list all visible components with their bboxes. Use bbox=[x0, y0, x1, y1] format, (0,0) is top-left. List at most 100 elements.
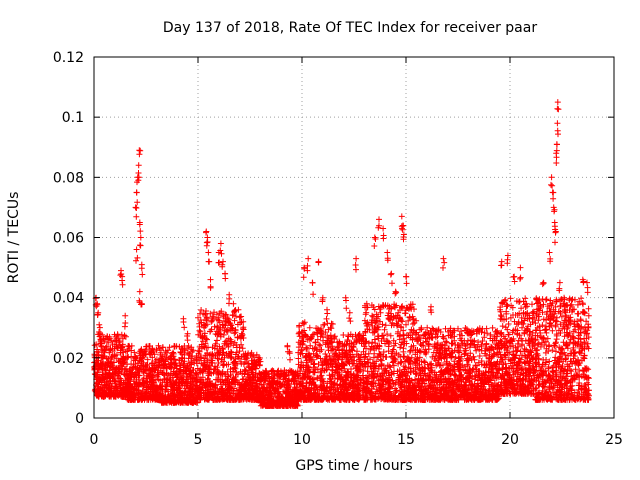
data-point bbox=[233, 369, 240, 376]
data-point bbox=[145, 370, 152, 377]
data-point bbox=[252, 359, 259, 366]
data-point bbox=[92, 386, 99, 393]
data-point bbox=[168, 355, 175, 362]
data-point bbox=[104, 336, 111, 343]
data-point bbox=[203, 316, 210, 323]
data-point bbox=[252, 389, 259, 396]
data-point bbox=[125, 353, 132, 360]
data-point bbox=[127, 391, 134, 398]
data-point bbox=[124, 375, 131, 382]
data-point bbox=[322, 351, 329, 357]
data-point bbox=[289, 376, 296, 383]
data-point bbox=[227, 372, 234, 378]
data-point bbox=[203, 382, 210, 389]
data-point bbox=[203, 335, 209, 342]
data-point bbox=[258, 371, 265, 378]
data-point bbox=[204, 389, 211, 395]
data-point bbox=[101, 347, 108, 353]
data-point bbox=[173, 365, 180, 372]
data-point bbox=[196, 357, 203, 364]
data-point bbox=[424, 324, 431, 331]
data-point bbox=[211, 323, 218, 330]
data-point bbox=[253, 380, 260, 387]
data-point bbox=[221, 395, 228, 402]
data-point bbox=[137, 352, 144, 359]
data-point bbox=[250, 395, 257, 402]
data-point bbox=[111, 338, 118, 345]
data-point bbox=[198, 387, 204, 394]
data-point bbox=[131, 373, 138, 380]
data-point bbox=[130, 365, 137, 371]
data-point bbox=[471, 356, 478, 363]
data-point bbox=[144, 356, 151, 363]
data-point bbox=[201, 396, 208, 403]
data-point bbox=[179, 355, 186, 362]
data-point bbox=[239, 345, 246, 352]
data-point bbox=[174, 386, 181, 393]
data-point bbox=[242, 368, 249, 375]
data-point bbox=[209, 313, 216, 320]
data-point bbox=[229, 396, 236, 403]
data-point bbox=[292, 402, 299, 409]
data-point bbox=[290, 378, 297, 385]
data-point bbox=[264, 387, 271, 394]
data-point bbox=[232, 360, 238, 367]
data-point bbox=[189, 386, 196, 393]
data-point bbox=[105, 360, 112, 367]
data-point bbox=[196, 327, 203, 334]
data-point bbox=[280, 388, 286, 395]
data-point bbox=[179, 380, 186, 387]
data-point bbox=[208, 357, 215, 364]
data-point bbox=[248, 365, 255, 372]
data-point bbox=[198, 360, 205, 367]
data-point bbox=[107, 346, 114, 353]
data-point bbox=[185, 355, 192, 362]
data-point bbox=[171, 356, 178, 363]
data-point bbox=[172, 371, 179, 378]
data-point bbox=[215, 349, 222, 356]
data-point bbox=[128, 342, 135, 349]
data-point bbox=[115, 339, 122, 346]
data-point bbox=[223, 311, 230, 318]
data-point bbox=[241, 390, 248, 397]
data-point bbox=[418, 326, 425, 333]
data-point bbox=[98, 388, 105, 394]
data-point bbox=[250, 379, 257, 386]
data-point bbox=[214, 376, 221, 383]
data-point bbox=[245, 395, 252, 402]
data-point bbox=[187, 379, 194, 386]
data-point bbox=[171, 381, 178, 388]
data-point bbox=[249, 353, 256, 360]
data-point bbox=[254, 396, 261, 403]
data-point bbox=[195, 374, 202, 380]
data-point bbox=[165, 371, 172, 378]
data-point bbox=[204, 336, 210, 343]
data-point bbox=[245, 382, 252, 389]
data-point bbox=[240, 318, 247, 325]
data-point bbox=[170, 349, 177, 356]
data-point bbox=[199, 368, 206, 375]
data-point bbox=[109, 341, 116, 348]
data-point bbox=[150, 348, 157, 355]
data-point bbox=[154, 389, 160, 396]
data-point bbox=[262, 393, 269, 400]
data-point bbox=[214, 323, 221, 330]
data-point bbox=[241, 381, 248, 388]
data-point bbox=[214, 364, 221, 371]
data-point bbox=[157, 382, 164, 389]
data-point bbox=[198, 319, 205, 326]
data-point bbox=[238, 330, 245, 337]
data-point bbox=[246, 374, 253, 381]
data-point bbox=[207, 380, 214, 387]
data-point bbox=[185, 343, 192, 349]
data-point bbox=[214, 331, 221, 338]
data-point bbox=[187, 359, 194, 366]
data-point bbox=[216, 319, 223, 326]
data-point bbox=[113, 335, 120, 342]
data-point bbox=[145, 396, 152, 403]
data-point bbox=[117, 358, 124, 364]
data-point bbox=[266, 381, 273, 388]
data-point bbox=[192, 370, 199, 377]
data-point bbox=[111, 331, 118, 338]
data-point bbox=[100, 347, 107, 354]
